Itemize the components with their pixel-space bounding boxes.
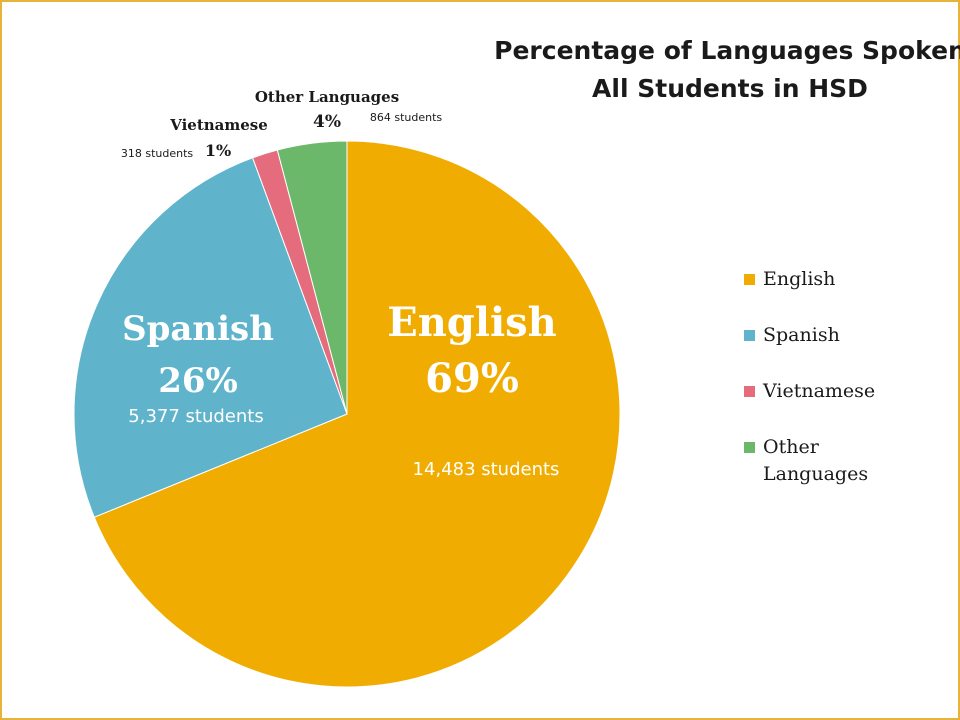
legend-item-spanish: Spanish: [744, 322, 944, 378]
legend-swatch-vietnamese: [744, 386, 755, 397]
legend-item-english: English: [744, 266, 944, 322]
chart-title-line-2: All Students in HSD: [592, 74, 868, 103]
data-label-english-students: 14,483 students: [413, 459, 560, 480]
legend-label-vietnamese: Vietnamese: [763, 380, 876, 402]
data-label-vietnamese-percent: 1%: [205, 141, 231, 160]
legend-label-english: English: [763, 268, 836, 290]
data-label-vietnamese-name: Vietnamese: [169, 116, 268, 134]
chart-legend: English Spanish Vietnamese Other Languag…: [744, 266, 944, 498]
legend-label-other-languages: Other Languages: [763, 436, 869, 485]
data-label-other-languages-name: Other Languages: [255, 88, 399, 106]
data-label-other-languages-students: 864 students: [370, 111, 443, 124]
data-label-english-name: English: [387, 299, 557, 346]
chart-title: Percentage of Languages Spoken All Stude…: [470, 32, 960, 108]
data-label-other-languages-percent: 4%: [313, 112, 341, 132]
data-label-spanish-students: 5,377 students: [128, 406, 263, 427]
legend-swatch-other-languages: [744, 442, 755, 453]
pie-slice-other-languages: [276, 140, 348, 415]
data-label-spanish-name: Spanish: [122, 309, 274, 349]
data-label-english-percent: 69%: [425, 355, 519, 402]
legend-label-spanish: Spanish: [763, 324, 840, 346]
legend-item-other-languages: Other Languages: [744, 434, 944, 498]
pie-slice-spanish: [73, 157, 348, 518]
legend-swatch-spanish: [744, 330, 755, 341]
data-label-spanish-percent: 26%: [158, 361, 238, 401]
data-label-vietnamese-students: 318 students: [121, 147, 194, 160]
legend-swatch-english: [744, 274, 755, 285]
chart-title-line-1: Percentage of Languages Spoken: [494, 36, 960, 65]
pie-slice-english: [93, 140, 621, 688]
legend-item-vietnamese: Vietnamese: [744, 378, 944, 434]
